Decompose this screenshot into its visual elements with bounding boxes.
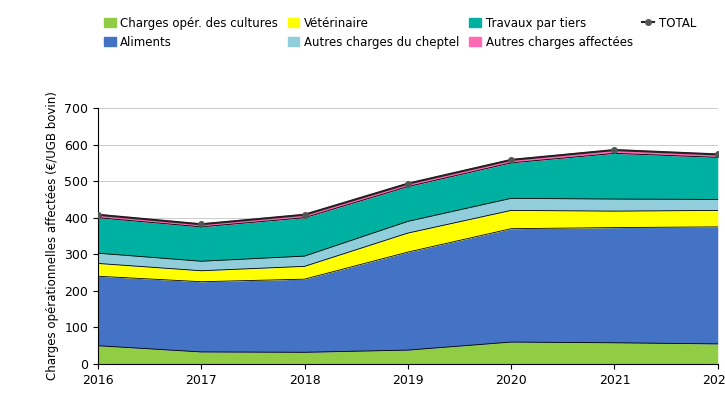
Y-axis label: Charges opérationnelles affectées (€/UGB bovin): Charges opérationnelles affectées (€/UGB…: [46, 92, 59, 380]
Legend: Charges opér. des cultures, Aliments, Vétérinaire, Autres charges du cheptel, Tr: Charges opér. des cultures, Aliments, Vé…: [104, 17, 696, 48]
